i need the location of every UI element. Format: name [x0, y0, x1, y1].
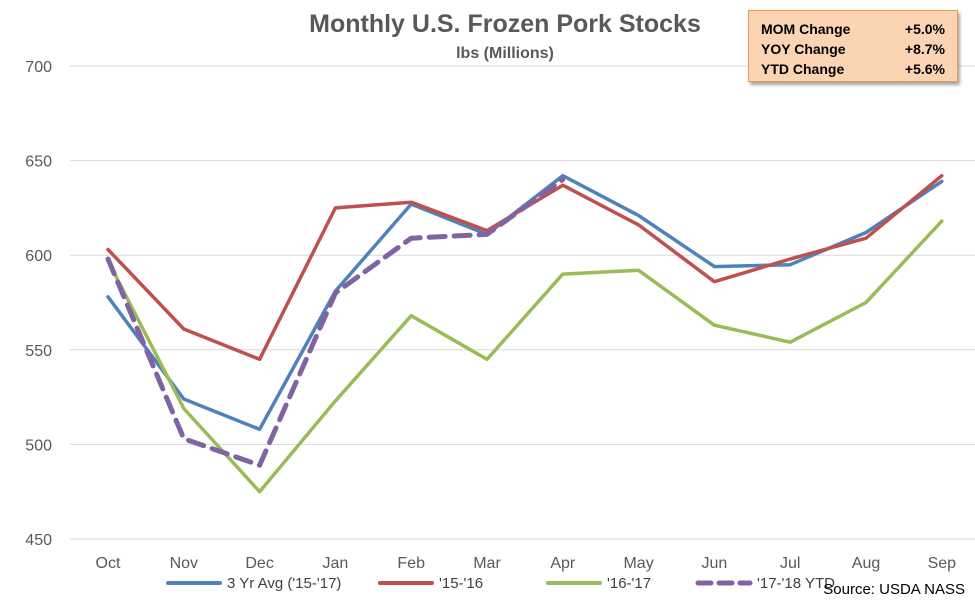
series-line-2 [106, 219, 944, 494]
change-summary-box: MOM Change +5.0% YOY Change +8.7% YTD Ch… [748, 10, 958, 82]
x-tick-label: Feb [397, 555, 425, 572]
source-note: Source: USDA NASS [823, 581, 965, 598]
y-tick-label: 550 [25, 343, 52, 360]
x-tick-label: Mar [473, 555, 501, 572]
y-tick-label: 450 [25, 532, 52, 549]
gridlines [70, 65, 975, 540]
x-tick-label: Aug [852, 555, 880, 572]
legend: 3 Yr Avg ('15-'17) '15-'16 '16-'17 '17-'18 … [166, 575, 835, 592]
stat-value: +5.0% [904, 21, 945, 37]
y-axis-ticks: 450 500 550 600 650 700 [25, 59, 52, 549]
legend-label: '17-'18 YTD [757, 575, 835, 592]
chart-subtitle: lbs (Millions) [456, 45, 554, 62]
x-tick-label: Jan [323, 555, 349, 572]
series-line-3 [105, 177, 566, 468]
x-tick-label: Nov [170, 555, 198, 572]
y-tick-label: 650 [25, 154, 52, 171]
stat-row-yoy: YOY Change +8.7% [761, 39, 945, 59]
x-tick-label: Oct [96, 555, 121, 572]
stat-label: YOY Change [761, 41, 846, 57]
x-tick-label: May [623, 555, 653, 572]
stat-row-mom: MOM Change +5.0% [761, 19, 945, 39]
x-tick-label: Jun [702, 555, 728, 572]
series-lines [105, 173, 944, 494]
legend-label: '16-'17 [607, 575, 651, 592]
stat-row-ytd: YTD Change +5.6% [761, 59, 945, 79]
x-axis-ticks: Oct Nov Dec Jan Feb Mar Apr May Jun Jul Aug Sep [96, 555, 957, 572]
chart-title: Monthly U.S. Frozen Pork Stocks [309, 10, 701, 38]
series-line-0 [106, 173, 944, 432]
y-tick-label: 600 [25, 248, 52, 265]
stat-label: MOM Change [761, 21, 851, 37]
stat-label: YTD Change [761, 61, 845, 77]
x-tick-label: Apr [550, 555, 576, 572]
stat-value: +5.6% [904, 61, 945, 77]
x-tick-label: Sep [928, 555, 957, 572]
y-tick-label: 500 [25, 437, 52, 454]
legend-label: 3 Yr Avg ('15-'17) [227, 575, 341, 592]
legend-label: '15-'16 [439, 575, 483, 592]
y-tick-label: 700 [25, 59, 52, 76]
stat-value: +8.7% [904, 41, 945, 57]
x-tick-label: Jul [780, 555, 800, 572]
x-tick-label: Dec [245, 555, 273, 572]
